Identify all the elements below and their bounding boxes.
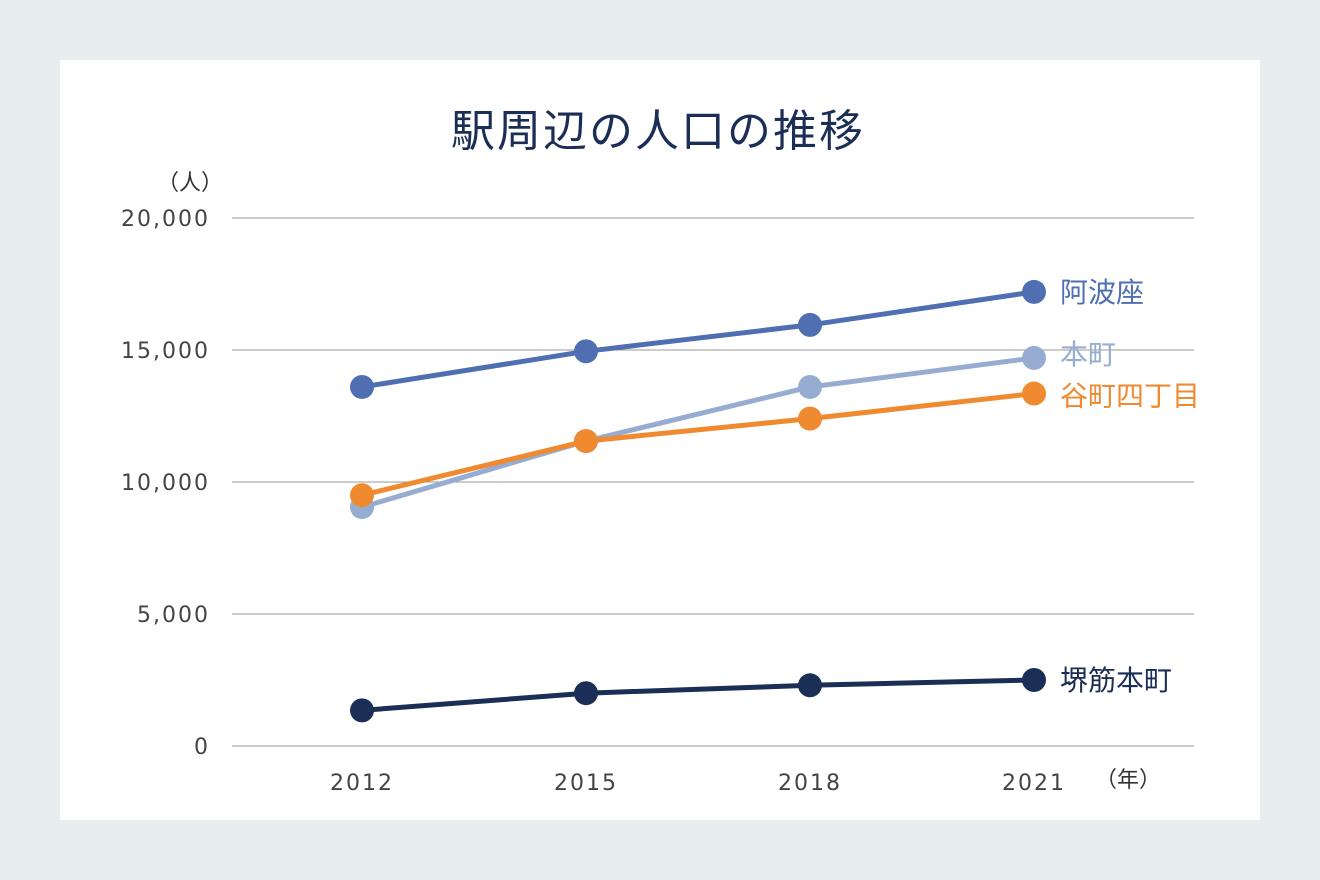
data-point — [798, 374, 822, 399]
chart-title: 駅周辺の人口の推移 — [451, 106, 865, 157]
y-tick-label: 20,000 — [121, 207, 210, 232]
data-point — [1022, 345, 1046, 370]
series-line — [361, 677, 1035, 713]
data-point — [798, 312, 822, 337]
y-axis-unit: （人） — [157, 171, 223, 196]
series-label: 谷町四丁目 — [1060, 380, 1200, 413]
x-tick-label: 2012 — [330, 771, 394, 796]
y-tick-label: 5,000 — [137, 603, 210, 628]
y-tick-label: 0 — [194, 735, 210, 760]
y-axis-ticks: 0 5,000 10,000 15,000 20,000 — [121, 207, 210, 760]
data-point — [1022, 279, 1046, 304]
x-axis-unit: （年） — [1095, 768, 1161, 793]
series-label: 阿波座 — [1060, 276, 1144, 309]
x-tick-label: 2021 — [1002, 771, 1066, 796]
data-point — [574, 339, 598, 364]
data-point — [350, 698, 374, 723]
series-1: 阿波座 — [350, 276, 1144, 399]
line-chart: 駅周辺の人口の推移 （人） （年） 0 5,000 10,000 15,000 20,0… — [121, 106, 1200, 796]
data-point — [574, 681, 598, 706]
series-label: 堺筋本町 — [1060, 664, 1172, 697]
data-point — [574, 429, 598, 454]
data-point — [350, 374, 374, 399]
data-point — [1022, 381, 1046, 406]
data-point — [798, 673, 822, 698]
series-3: 谷町四丁目 — [350, 380, 1200, 508]
series-label: 本町 — [1060, 338, 1116, 371]
series-4: 堺筋本町 — [350, 664, 1172, 723]
series-line — [361, 391, 1035, 498]
x-axis-ticks: 2012 2015 2018 2021 — [330, 771, 1066, 796]
data-point — [350, 483, 374, 508]
x-tick-label: 2018 — [778, 771, 842, 796]
y-tick-label: 10,000 — [121, 471, 210, 496]
series-line — [361, 289, 1035, 390]
chart-card: 駅周辺の人口の推移 （人） （年） 0 5,000 10,000 15,000 20,0… — [60, 60, 1260, 820]
data-point — [1022, 668, 1046, 692]
x-tick-label: 2015 — [554, 771, 618, 796]
series-line — [361, 355, 1035, 510]
y-tick-label: 15,000 — [121, 339, 210, 364]
gridlines — [232, 217, 1194, 747]
data-point — [798, 406, 822, 431]
